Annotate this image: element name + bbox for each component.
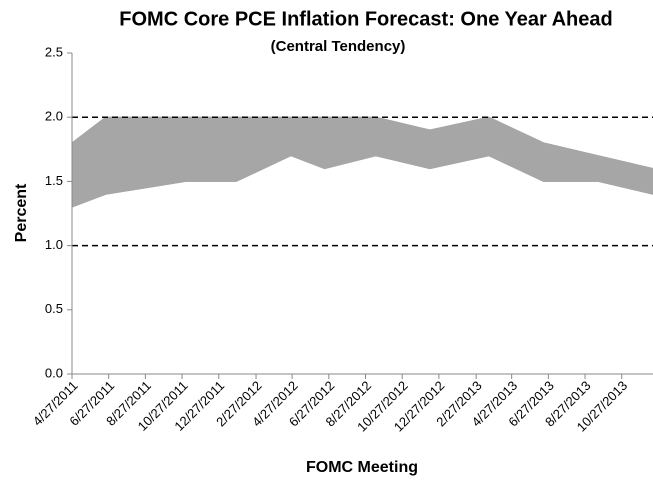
y-tick-label: 0.5 <box>45 301 63 316</box>
y-tick-label: 2.0 <box>45 109 63 124</box>
x-axis-title: FOMC Meeting <box>306 459 418 476</box>
chart-title: FOMC Core PCE Inflation Forecast: One Ye… <box>119 8 612 30</box>
chart-subtitle: (Central Tendency) <box>271 38 406 55</box>
y-tick-label: 1.0 <box>45 237 63 252</box>
y-tick-label: 0.0 <box>45 365 63 380</box>
y-axis-title: Percent <box>13 183 30 242</box>
y-tick-label: 2.5 <box>45 44 63 59</box>
band <box>71 116 653 208</box>
y-tick-label: 1.5 <box>45 173 63 188</box>
band-edge <box>71 155 653 208</box>
